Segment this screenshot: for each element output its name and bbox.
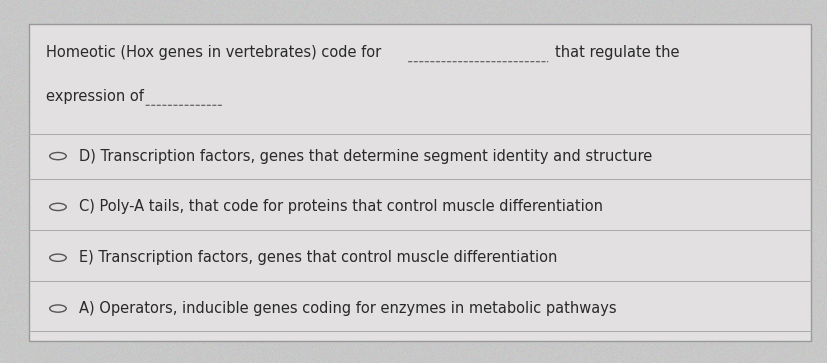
Text: A) Operators, inducible genes coding for enzymes in metabolic pathways: A) Operators, inducible genes coding for…	[79, 301, 615, 316]
Text: expression of: expression of	[45, 89, 148, 104]
FancyBboxPatch shape	[29, 24, 810, 341]
Text: Homeotic (Hox genes in vertebrates) code for: Homeotic (Hox genes in vertebrates) code…	[45, 45, 385, 60]
Text: C) Poly-A tails, that code for proteins that control muscle differentiation: C) Poly-A tails, that code for proteins …	[79, 199, 602, 215]
Text: D) Transcription factors, genes that determine segment identity and structure: D) Transcription factors, genes that det…	[79, 148, 651, 164]
Text: E) Transcription factors, genes that control muscle differentiation: E) Transcription factors, genes that con…	[79, 250, 557, 265]
Text: that regulate the: that regulate the	[554, 45, 678, 60]
